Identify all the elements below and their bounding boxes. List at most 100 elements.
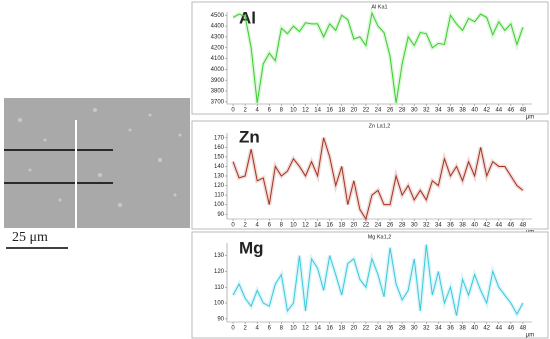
x-tick-label: 42 (483, 108, 490, 114)
x-tick-label: 22 (363, 326, 370, 332)
x-tick-label: 20 (350, 326, 357, 332)
y-tick-label: 90 (217, 212, 224, 218)
x-tick-label: 0 (231, 223, 235, 229)
x-tick-label: 40 (471, 108, 478, 114)
x-tick-label: 48 (520, 108, 527, 114)
panel-frame (191, 1, 549, 115)
profile-line (232, 244, 524, 316)
x-tick-label: 46 (508, 108, 515, 114)
x-tick-label: 28 (399, 108, 406, 114)
x-tick-label: 32 (423, 108, 430, 114)
x-tick-label: 34 (435, 326, 442, 332)
y-tick-label: 4500 (211, 13, 225, 19)
x-tick-label: 4 (256, 108, 260, 114)
x-tick-label: 6 (268, 108, 272, 114)
y-tick-label: 150 (214, 154, 225, 160)
x-tick-label: 2 (243, 223, 247, 229)
x-tick-label: 0 (231, 108, 235, 114)
x-tick-label: 24 (375, 326, 382, 332)
x-tick-label: 46 (508, 326, 515, 332)
x-tick-label: 8 (280, 326, 284, 332)
x-tick-label: 32 (423, 223, 430, 229)
y-tick-label: 170 (214, 135, 225, 141)
x-tick-label: 22 (363, 108, 370, 114)
x-tick-label: 24 (375, 223, 382, 229)
x-tick-label: 36 (447, 108, 454, 114)
x-tick-label: 18 (338, 108, 345, 114)
y-tick-label: 4000 (211, 67, 225, 73)
y-tick-label: 3900 (211, 78, 225, 84)
x-tick-label: 28 (399, 223, 406, 229)
x-tick-label: 44 (495, 108, 502, 114)
x-tick-label: 28 (399, 326, 406, 332)
x-tick-label: 8 (280, 223, 284, 229)
x-tick-label: 8 (280, 108, 284, 114)
x-tick-label: 36 (447, 223, 454, 229)
x-tick-label: 6 (268, 326, 272, 332)
x-tick-label: 14 (314, 223, 321, 229)
x-tick-label: 34 (435, 108, 442, 114)
x-tick-label: 4 (256, 326, 260, 332)
element-label: Mg (239, 238, 264, 257)
element-label: Al (239, 8, 256, 27)
y-tick-label: 120 (214, 269, 225, 275)
x-tick-label: 40 (471, 223, 478, 229)
y-tick-label: 160 (214, 145, 225, 151)
profile-line (232, 137, 524, 221)
y-tick-label: 100 (214, 202, 225, 208)
x-tick-label: 42 (483, 326, 490, 332)
x-tick-label: 12 (302, 108, 309, 114)
x-tick-label: 18 (338, 223, 345, 229)
x-tick-label: 30 (411, 326, 418, 332)
panel-frame (191, 231, 549, 339)
x-tick-label: 2 (243, 108, 247, 114)
x-tick-label: 6 (268, 223, 272, 229)
x-tick-label: 38 (459, 326, 466, 332)
x-tick-label: 18 (338, 326, 345, 332)
x-tick-label: 16 (326, 326, 333, 332)
x-tick-label: 14 (314, 326, 321, 332)
y-tick-label: 110 (214, 285, 224, 291)
chart-title: Al Ka1 (371, 4, 387, 10)
x-tick-label: 26 (387, 223, 394, 229)
x-tick-label: 36 (447, 326, 454, 332)
x-axis-label: μm (526, 115, 534, 121)
x-tick-label: 22 (363, 223, 370, 229)
x-tick-label: 38 (459, 108, 466, 114)
x-tick-label: 20 (350, 223, 357, 229)
x-tick-label: 4 (256, 223, 260, 229)
x-tick-label: 38 (459, 223, 466, 229)
x-tick-label: 40 (471, 326, 478, 332)
x-axis-label: μm (526, 333, 534, 339)
x-tick-label: 48 (520, 223, 527, 229)
x-tick-label: 26 (387, 326, 394, 332)
y-tick-label: 130 (214, 253, 225, 259)
x-tick-label: 44 (495, 223, 502, 229)
profile-line (232, 11, 524, 103)
x-tick-label: 10 (290, 223, 297, 229)
y-tick-label: 90 (217, 316, 224, 322)
y-tick-label: 4300 (211, 34, 225, 40)
x-tick-label: 44 (495, 326, 502, 332)
y-tick-label: 4400 (211, 24, 225, 30)
x-tick-label: 20 (350, 108, 357, 114)
x-tick-label: 16 (326, 223, 333, 229)
y-tick-label: 3700 (211, 99, 225, 105)
x-tick-label: 14 (314, 108, 321, 114)
x-tick-label: 30 (411, 223, 418, 229)
x-tick-label: 10 (290, 326, 297, 332)
chart-title: Zn La1,2 (369, 123, 391, 129)
y-tick-label: 3800 (211, 89, 225, 95)
x-tick-label: 24 (375, 108, 382, 114)
x-tick-label: 30 (411, 108, 418, 114)
x-tick-label: 42 (483, 223, 490, 229)
y-tick-label: 4200 (211, 45, 225, 51)
x-tick-label: 48 (520, 326, 527, 332)
y-tick-label: 110 (214, 193, 224, 199)
x-tick-label: 0 (231, 326, 235, 332)
panel-frame (191, 120, 549, 230)
x-tick-label: 32 (423, 326, 430, 332)
sem-image (4, 98, 190, 228)
x-tick-label: 26 (387, 108, 394, 114)
